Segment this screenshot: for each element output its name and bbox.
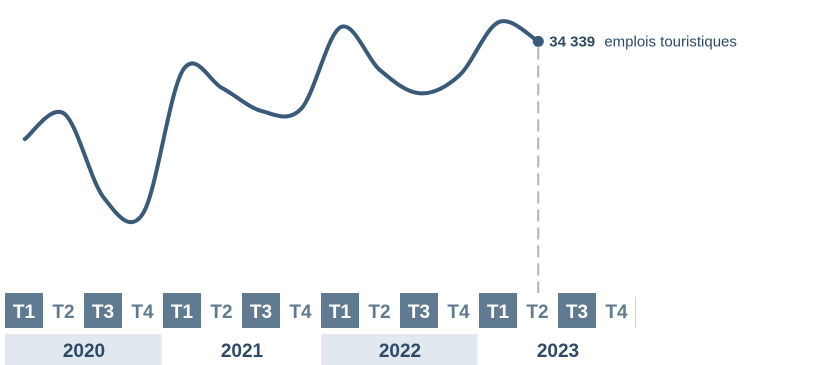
- data-point: [102, 196, 106, 200]
- quarter-cell: [479, 293, 517, 328]
- quarter-tick-label: T3: [408, 302, 430, 323]
- quarter-tick-label: T4: [131, 302, 154, 323]
- data-point: [23, 137, 27, 141]
- quarter-tick-label: T3: [566, 302, 588, 323]
- quarter-tick-label: T2: [210, 302, 232, 323]
- quarter-tick-label: T1: [487, 302, 510, 323]
- year-tick-label: 2022: [379, 341, 421, 362]
- quarter-tick-label: T1: [329, 302, 352, 323]
- quarter-tick-label: T2: [52, 302, 74, 323]
- quarter-tick-label: T4: [447, 302, 470, 323]
- quarter-tick-label: T1: [13, 302, 36, 323]
- year-tick-label: 2021: [221, 341, 264, 362]
- year-axis: 2020 2021 2022 2023: [5, 334, 579, 365]
- year-band: [321, 334, 478, 365]
- quarter-tick-label: T2: [526, 302, 548, 323]
- quarter-cell: [558, 293, 596, 328]
- data-point: [141, 211, 145, 215]
- quarter-cell: [321, 293, 359, 328]
- series-line: [22, 19, 541, 225]
- quarter-tick-label: T2: [368, 302, 390, 323]
- quarter-cell: [360, 293, 399, 328]
- annotation-marker: [532, 35, 544, 47]
- quarter-tick-label: T1: [171, 302, 194, 323]
- data-point: [457, 73, 461, 77]
- quarter-cell: [281, 293, 320, 328]
- data-point: [497, 20, 501, 24]
- data-point: [299, 107, 303, 111]
- year-tick-label: 2023: [537, 341, 579, 362]
- quarter-cell: [84, 293, 122, 328]
- quarter-cell: [242, 293, 280, 328]
- quarter-tick-label: T3: [92, 302, 114, 323]
- quarter-cell: [439, 293, 478, 328]
- annotation-label: 34 339 emplois touristiques: [549, 33, 737, 50]
- data-point: [378, 68, 382, 72]
- data-point: [418, 91, 422, 95]
- quarter-tick-label: T3: [250, 302, 272, 323]
- data-point: [62, 112, 66, 116]
- quarter-cell: [163, 293, 201, 328]
- quarter-cell: [123, 293, 162, 328]
- data-point: [220, 86, 224, 90]
- annotation-text: emplois touristiques: [604, 33, 737, 50]
- year-tick-label: 2020: [63, 341, 105, 362]
- data-point: [339, 25, 343, 29]
- quarter-cell: [400, 293, 438, 328]
- quarter-cell: [597, 293, 636, 328]
- data-point: [260, 109, 264, 113]
- quarter-cell: [202, 293, 241, 328]
- annotation-value: 34 339: [549, 33, 595, 50]
- data-point: [181, 68, 185, 72]
- quarter-tick-label: T4: [605, 302, 628, 323]
- year-band: [5, 334, 162, 365]
- quarter-axis: T1 T2 T3 T4 T1 T2 T3 T4 T1 T2 T3 T4 T1 T2 T3 T4: [5, 293, 636, 328]
- quarter-cell: [518, 293, 557, 328]
- quarter-cell: [5, 293, 43, 328]
- quarter-tick-label: T4: [289, 302, 312, 323]
- quarter-cell: [44, 293, 83, 328]
